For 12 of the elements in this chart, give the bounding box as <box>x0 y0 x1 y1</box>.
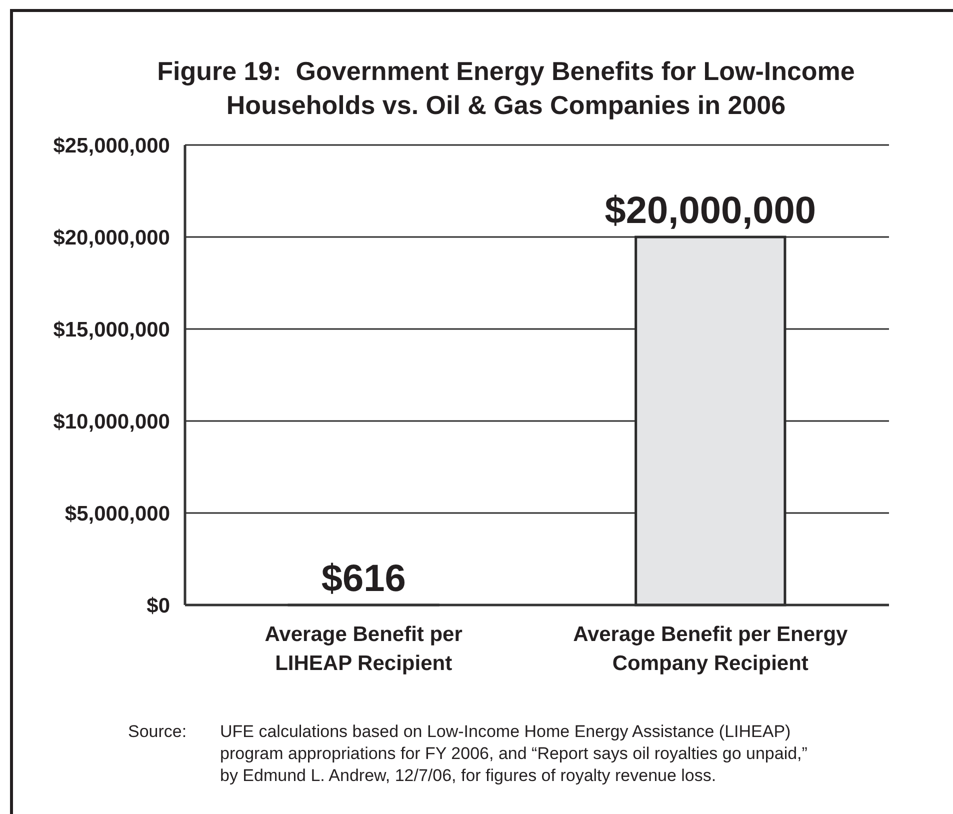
x-tick-label: Average Benefit per Energy Company Recipient <box>573 623 848 675</box>
y-tick-label: $5,000,000 <box>64 502 170 526</box>
data-label: $616 <box>321 558 406 600</box>
data-label: $20,000,000 <box>604 190 816 232</box>
chart-title: Figure 19: Government Energy Benefits for Low-Income Households vs. Oil & Gas Companies in 2006 <box>157 56 855 120</box>
y-tick-label: $10,000,000 <box>53 410 170 434</box>
y-tick-label: $20,000,000 <box>53 226 170 250</box>
y-tick-label: $0 <box>146 594 170 618</box>
y-tick-label: $15,000,000 <box>53 318 170 342</box>
text: Source: UFE calculations based on Low-Income Home Energy Assistance (LIHEAP) program appropriations for FY 2006, and “Report says oil royalties go unpaid,” by Edmund L. Andrew, 12/7/06, for figures of royalty revenue loss. <box>128 722 808 785</box>
x-tick-label: Average Benefit per LIHEAP Recipient <box>264 623 462 675</box>
y-tick-label: $25,000,000 <box>53 134 170 158</box>
